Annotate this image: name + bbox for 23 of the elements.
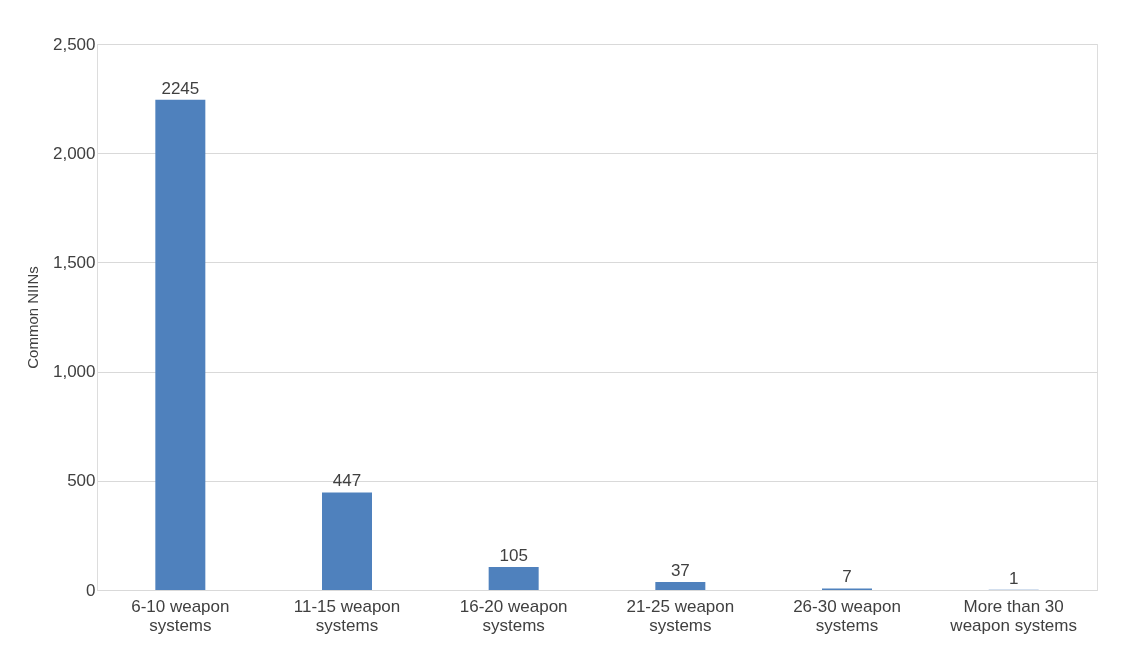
x-tick-label: 16-20 weapon systems (459, 596, 568, 635)
y-tick-label: 0 (86, 580, 96, 600)
bar (488, 567, 539, 590)
bar (322, 492, 372, 590)
y-tick-label: 1,000 (52, 362, 96, 382)
y-tick-label: 1,500 (52, 252, 96, 272)
x-tick-label: 21-25 weapon systems (626, 596, 735, 635)
y-tick-label: 2,500 (52, 34, 96, 54)
y-tick-label: 500 (67, 471, 96, 491)
y-axis-title: Common NIINs (23, 266, 41, 369)
data-label: 447 (332, 471, 362, 491)
x-tick-label: 6-10 weapon systems (131, 596, 230, 635)
x-tick-label: 11-15 weapon systems (293, 596, 401, 635)
data-label: 2245 (161, 78, 200, 98)
x-tick-label: More than 30 weapon systems (949, 596, 1077, 635)
data-label: 7 (842, 567, 852, 587)
y-tick-label: 2,000 (52, 143, 96, 163)
bar (655, 581, 706, 590)
data-label: 37 (670, 560, 690, 580)
bar (155, 99, 206, 590)
data-label: 1 (1008, 568, 1019, 588)
x-tick-label: 26-30 weapon systems (793, 596, 901, 635)
data-label: 105 (499, 546, 528, 566)
